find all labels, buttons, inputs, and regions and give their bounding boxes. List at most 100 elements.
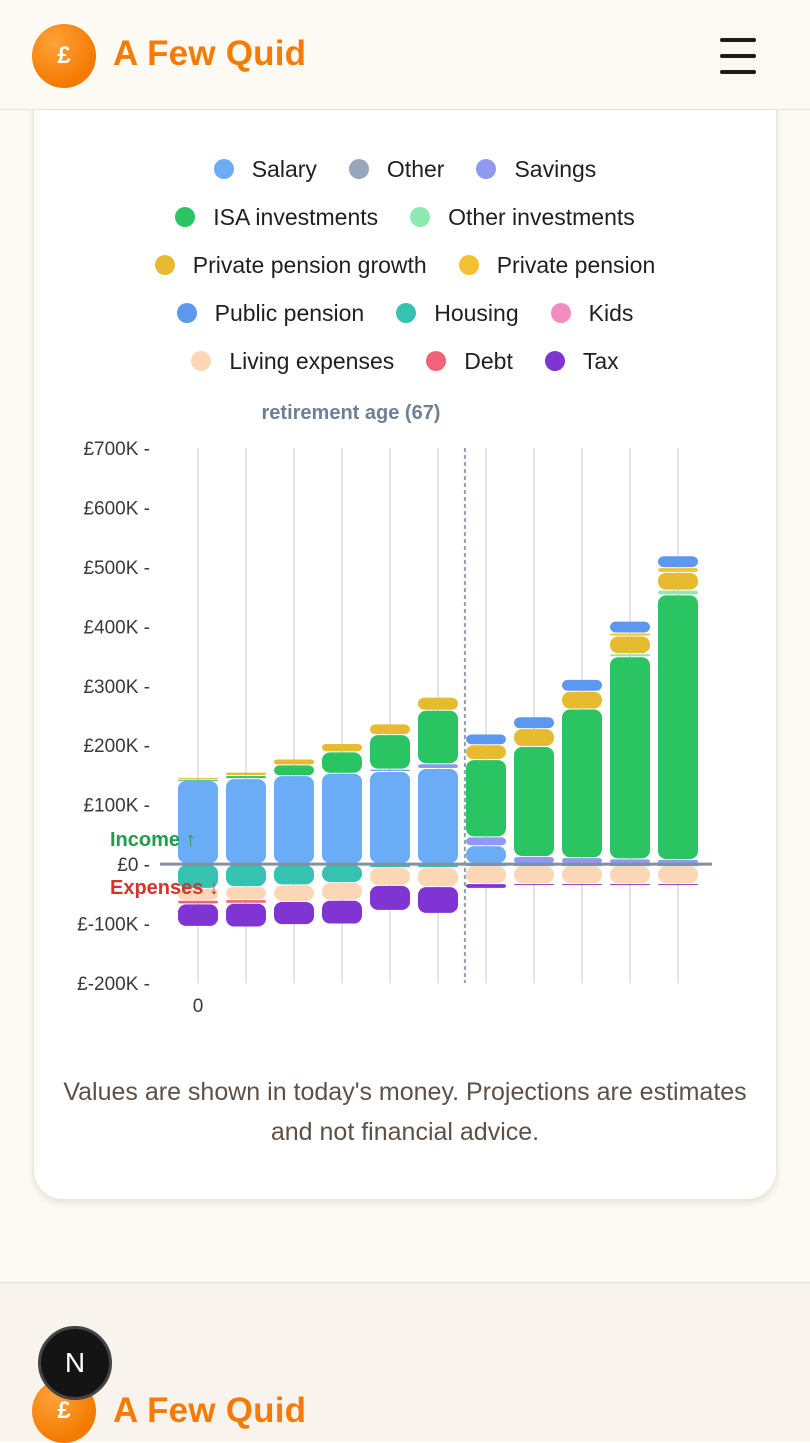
legend-item[interactable]: Savings	[476, 156, 596, 183]
legend-item[interactable]: Housing	[396, 300, 519, 327]
bar-segment-tax	[226, 903, 266, 927]
y-tick-label: £300K -	[83, 677, 150, 698]
bar-segment-living-expenses	[178, 888, 218, 900]
legend-row: Private pension growth Private pension	[34, 241, 776, 289]
legend-color-dot	[348, 159, 369, 179]
bar-segment-private-pension-growth	[514, 729, 554, 747]
bar-segment-private-pension-growth	[418, 697, 458, 710]
bar-segment-private-pension-growth	[274, 759, 314, 765]
site-header: £ A Few Quid	[0, 0, 810, 110]
legend-label: Tax	[582, 347, 619, 374]
bar-segment-savings	[370, 769, 410, 771]
legend-color-dot	[176, 303, 197, 323]
bar-segment-isa-investments	[226, 776, 266, 779]
bar-segment-housing	[322, 865, 362, 882]
y-tick-label: £700K -	[83, 439, 150, 460]
legend-item[interactable]: Living expenses	[191, 348, 394, 375]
bar-segment-tax	[178, 904, 218, 926]
y-tick-label: £0 -	[117, 855, 150, 876]
bar-segment-other-investments	[610, 654, 650, 657]
legend-item[interactable]: Debt	[426, 348, 513, 375]
chart-card	[33, 60, 777, 1200]
bar-segment-private-pension-growth	[658, 572, 698, 590]
bar-segment-living-expenses	[226, 887, 266, 900]
legend-item[interactable]: Other investments	[410, 204, 635, 231]
legend-item[interactable]: Private pension growth	[154, 251, 427, 279]
legend-color-dot	[550, 303, 571, 323]
bar-segment-living-expenses	[562, 866, 602, 884]
bar-segment-savings	[466, 837, 506, 846]
bar-segment-salary	[322, 773, 362, 864]
legend-label: Private pension growth	[192, 251, 427, 278]
bar-segment-isa-investments	[322, 752, 362, 773]
bar-segment-salary	[370, 771, 410, 864]
bar-segment-isa-investments	[466, 760, 506, 837]
legend-color-dot	[191, 351, 212, 371]
bar-segment-private-pension	[610, 633, 650, 636]
y-tick-label: £100K -	[83, 796, 150, 817]
legend-item[interactable]: Other	[348, 155, 445, 183]
bar-segment-tax	[514, 884, 554, 886]
footer-brand-name[interactable]: A Few Quid	[113, 1391, 307, 1430]
bar-segment-isa-investments	[562, 709, 602, 858]
bar-segment-isa-investments	[514, 747, 554, 856]
nextjs-badge-icon[interactable]: N	[38, 1326, 112, 1400]
bar-segment-tax	[610, 884, 650, 886]
bar-segment-tax	[274, 901, 314, 925]
bar-segment-salary	[178, 780, 218, 864]
retirement-age-label: retirement age (67)	[262, 402, 441, 424]
legend-label: Other investments	[448, 203, 635, 230]
legend-row: ISA investments Other investments	[34, 193, 776, 241]
logo-icon[interactable]: £	[32, 24, 96, 88]
legend-item[interactable]: ISA investments	[175, 204, 378, 231]
bar-segment-debt	[178, 900, 218, 904]
bar-segment-salary	[466, 846, 506, 864]
y-tick-label: £-200K -	[77, 974, 150, 995]
legend-color-dot	[476, 159, 497, 179]
chart-legend: Salary Other Savings ISA investments Other i…	[34, 145, 776, 385]
legend-label: Other	[386, 155, 445, 182]
badge-letter: N	[64, 1347, 86, 1378]
legend-item[interactable]: Tax	[544, 347, 619, 375]
bar-segment-private-pension-growth	[226, 772, 266, 776]
bar-segment-tax	[466, 884, 506, 888]
bar-segment-living-expenses	[514, 866, 554, 884]
bar-segment-savings	[610, 859, 650, 864]
chart-area: £700K - £600K - £500K - £400K - £300K - £200K…	[77, 402, 712, 1017]
bar-segment-private-pension-growth	[610, 636, 650, 654]
y-tick-label: £600K -	[83, 498, 150, 519]
legend-item[interactable]: Kids	[550, 300, 633, 327]
bar-segment-savings	[514, 856, 554, 864]
bar-segment-isa-investments	[178, 779, 218, 781]
brand-name[interactable]: A Few Quid	[113, 34, 307, 73]
income-label: Income ↑	[110, 829, 196, 851]
legend-item[interactable]: Public pension	[176, 300, 364, 327]
legend-color-dot	[175, 207, 196, 227]
y-tick-label: £200K -	[83, 736, 150, 757]
bar-segment-public-pension	[562, 679, 602, 691]
bar-segment-isa-investments	[610, 657, 650, 859]
bar-segment-isa-investments	[418, 710, 458, 764]
bar-segment-living-expenses	[466, 866, 506, 884]
y-tick-label: £500K -	[83, 558, 150, 579]
bar-segment-living-expenses	[274, 885, 314, 901]
legend-item[interactable]: Salary	[213, 155, 317, 183]
bar-segment-living-expenses	[658, 866, 698, 884]
bar-segment-private-pension-growth	[370, 724, 410, 735]
hamburger-menu-icon[interactable]	[716, 36, 760, 76]
legend-label: Salary	[251, 155, 317, 182]
legend-label: Savings	[514, 155, 597, 182]
bar-segment-salary	[274, 776, 314, 864]
bar-segment-tax	[658, 884, 698, 886]
legend-color-dot	[426, 351, 447, 371]
legend-color-dot	[544, 351, 565, 371]
bar-segment-public-pension	[466, 734, 506, 745]
y-tick-label: £400K -	[83, 617, 150, 638]
bar-segment-private-pension-growth	[562, 691, 602, 709]
logo-symbol: £	[57, 42, 71, 69]
legend-item[interactable]: Private pension	[458, 251, 656, 279]
legend-label: Private pension	[496, 251, 656, 278]
bar-segment-isa-investments	[658, 595, 698, 859]
legend-color-dot	[213, 159, 234, 179]
bar-segment-living-expenses	[418, 868, 458, 887]
